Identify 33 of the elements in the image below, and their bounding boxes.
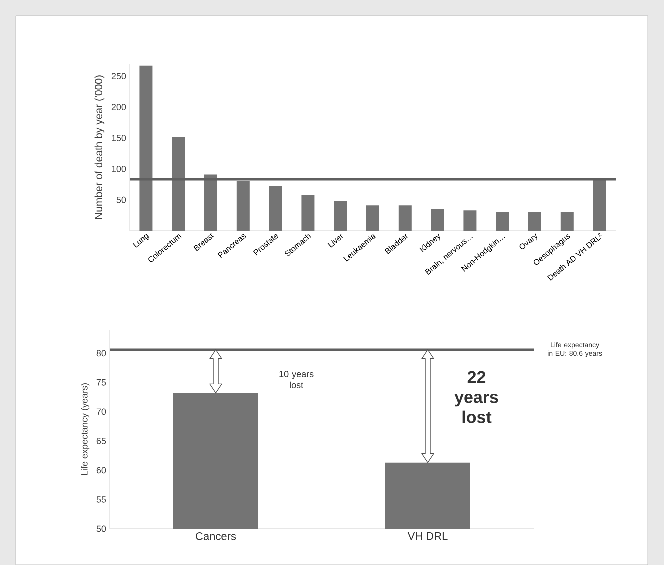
y-tick-label: 150: [112, 134, 126, 142]
y-tick-label: 100: [112, 166, 126, 172]
bar: [269, 186, 282, 231]
bar: [464, 210, 477, 231]
y-tick-label: 200: [112, 104, 126, 110]
bar: [236, 181, 250, 231]
annotation: 10 years lost: [280, 370, 314, 388]
bar: [366, 206, 380, 231]
annotation: 22 years lost: [454, 371, 498, 424]
y-axis-title: Number of death by year ('000): [94, 76, 105, 220]
bar: [334, 201, 348, 231]
bar: [172, 136, 186, 231]
bar: [398, 206, 412, 231]
y-tick-label: 65: [96, 438, 106, 444]
y-axis-title: Life expectancy (years): [81, 383, 90, 476]
y-tick-label: 50: [96, 526, 106, 532]
y-tick-label: 55: [96, 496, 106, 503]
bar: [560, 212, 574, 231]
y-tick-label: 60: [96, 467, 106, 474]
y-tick-label: 75: [96, 379, 106, 386]
bar: [593, 180, 606, 231]
bar: [496, 212, 510, 231]
y-tick-label: 80: [96, 350, 106, 357]
bar: [302, 195, 315, 231]
bar: [431, 209, 444, 231]
x-tick-label: Cancers: [196, 532, 236, 540]
bar: [140, 66, 153, 231]
x-tick-label: VH DRL: [408, 532, 448, 540]
bar: [204, 174, 218, 231]
y-tick-label: 50: [116, 196, 126, 204]
bar: [528, 212, 542, 231]
y-tick-label: 70: [96, 408, 106, 416]
y-tick-label: 250: [112, 73, 126, 80]
